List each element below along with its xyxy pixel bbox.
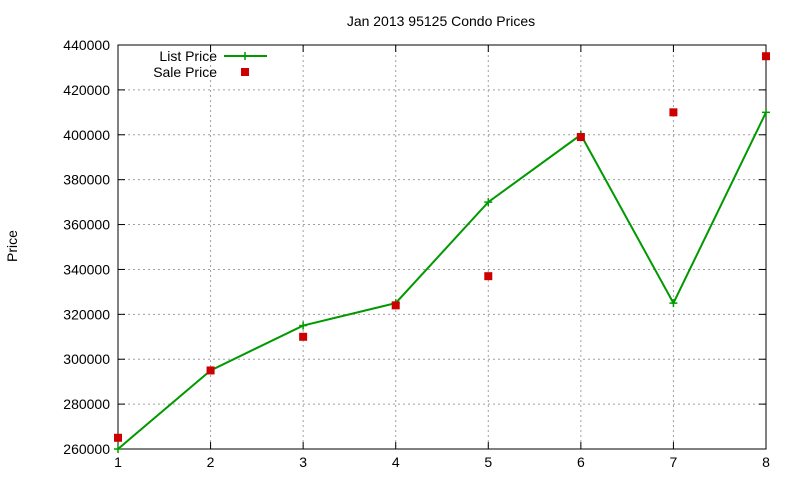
y-tick-label: 380000 [63, 172, 110, 188]
y-tick-label: 420000 [63, 82, 110, 98]
legend-label: List Price [159, 48, 217, 64]
y-tick-label: 440000 [63, 37, 110, 53]
list-price-point [669, 299, 678, 308]
series-line-list-price [117, 111, 767, 450]
sale-price-point [576, 133, 585, 142]
y-tick-label: 320000 [63, 306, 110, 322]
sale-price-point [762, 52, 770, 61]
y-tick-label: 260000 [63, 441, 110, 457]
y-tick-label: 340000 [63, 261, 110, 277]
y-tick-label: 280000 [63, 396, 110, 412]
sale-price-point [114, 433, 122, 442]
series [114, 52, 770, 453]
y-tick-label: 400000 [63, 127, 110, 143]
y-tick-label: 360000 [63, 217, 110, 233]
x-tick-label: 1 [114, 454, 122, 470]
sale-price-point [206, 366, 215, 375]
list-price-point [484, 198, 493, 207]
list-price-point [762, 108, 770, 117]
sale-price-point [484, 272, 493, 281]
x-tick-label: 7 [670, 454, 678, 470]
legend-label: Sale Price [153, 64, 217, 80]
grid-lines [118, 45, 766, 449]
x-tick-label: 3 [299, 454, 307, 470]
sale-price-point [299, 332, 308, 341]
plot-frame [117, 44, 767, 450]
y-tick-label: 300000 [63, 351, 110, 367]
chart-title: Jan 2013 95125 Condo Prices [347, 13, 535, 29]
list-price-point [114, 445, 122, 453]
y-axis-label: Price [4, 230, 20, 262]
axes [117, 44, 767, 450]
sale-price-point [669, 108, 678, 117]
x-tick-label: 8 [762, 454, 770, 470]
sale-price-point [391, 301, 400, 310]
x-tick-label: 6 [577, 454, 585, 470]
legend-swatch-marker [241, 52, 249, 60]
list-price-point [299, 321, 308, 330]
x-tick-label: 5 [484, 454, 492, 470]
x-tick-label: 2 [207, 454, 215, 470]
x-tick-label: 4 [392, 454, 400, 470]
legend-swatch-marker [241, 68, 249, 76]
tick-labels: 260000 280000 300000 320000 340000 360000 3800… [63, 37, 770, 470]
